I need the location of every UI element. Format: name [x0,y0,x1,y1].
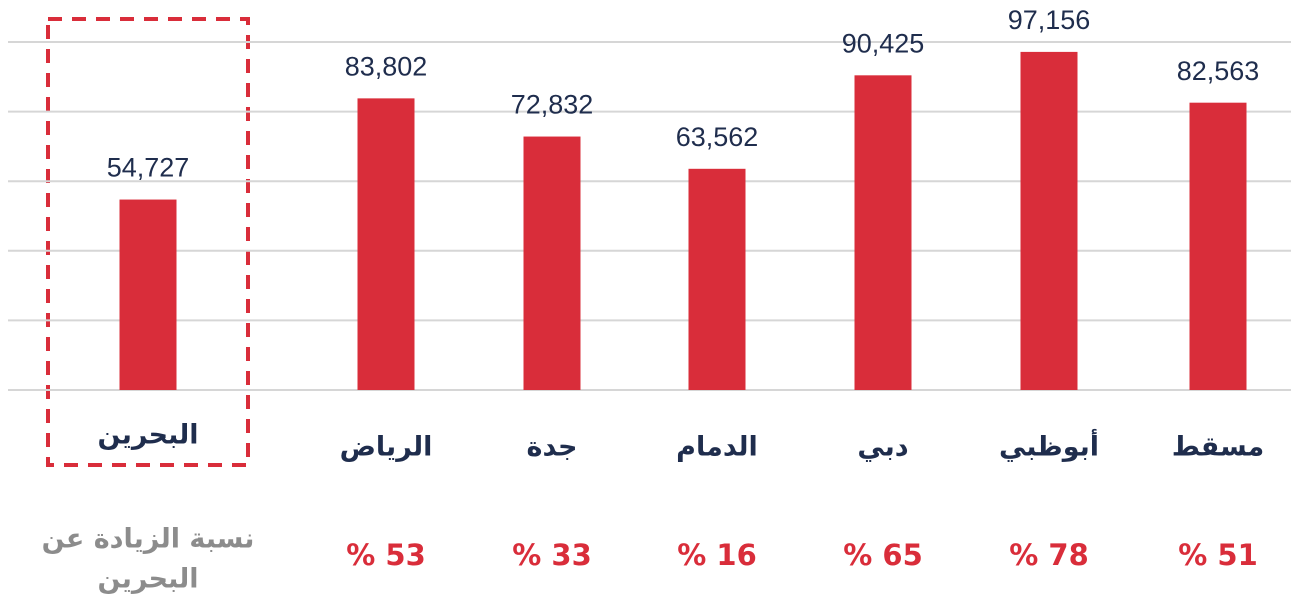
category-label: الدمام [676,432,758,463]
increase-title: البحرين [97,564,198,595]
category-label: مسقط [1172,432,1265,463]
highlight-box [46,17,250,467]
increase-label: % 51 [1178,538,1258,572]
bar [119,199,177,390]
bar [523,136,581,390]
value-label: 83,802 [345,51,428,81]
bar [854,75,912,391]
value-label: 72,832 [511,90,594,120]
value-label: 97,156 [1008,5,1091,35]
category-label: جدة [527,432,578,463]
increase-label: % 65 [843,538,923,572]
category-label: البحرين [97,420,198,451]
bar [1189,102,1247,391]
bar [688,168,746,390]
category-label: الرياض [340,432,433,463]
value-label: 90,425 [842,28,925,58]
increase-label: % 78 [1009,538,1089,572]
increase-title: نسبة الزيادة عن [42,524,255,555]
bar [357,98,415,390]
increase-label: % 53 [346,538,426,572]
value-label: 82,563 [1177,56,1260,86]
increase-label: % 16 [677,538,757,572]
category-label: أبوظبي [999,429,1099,463]
bar [1020,51,1078,390]
category-label: دبي [857,432,908,463]
value-label: 63,562 [676,122,759,152]
increase-label: % 33 [512,538,592,572]
value-label: 54,727 [107,153,190,183]
